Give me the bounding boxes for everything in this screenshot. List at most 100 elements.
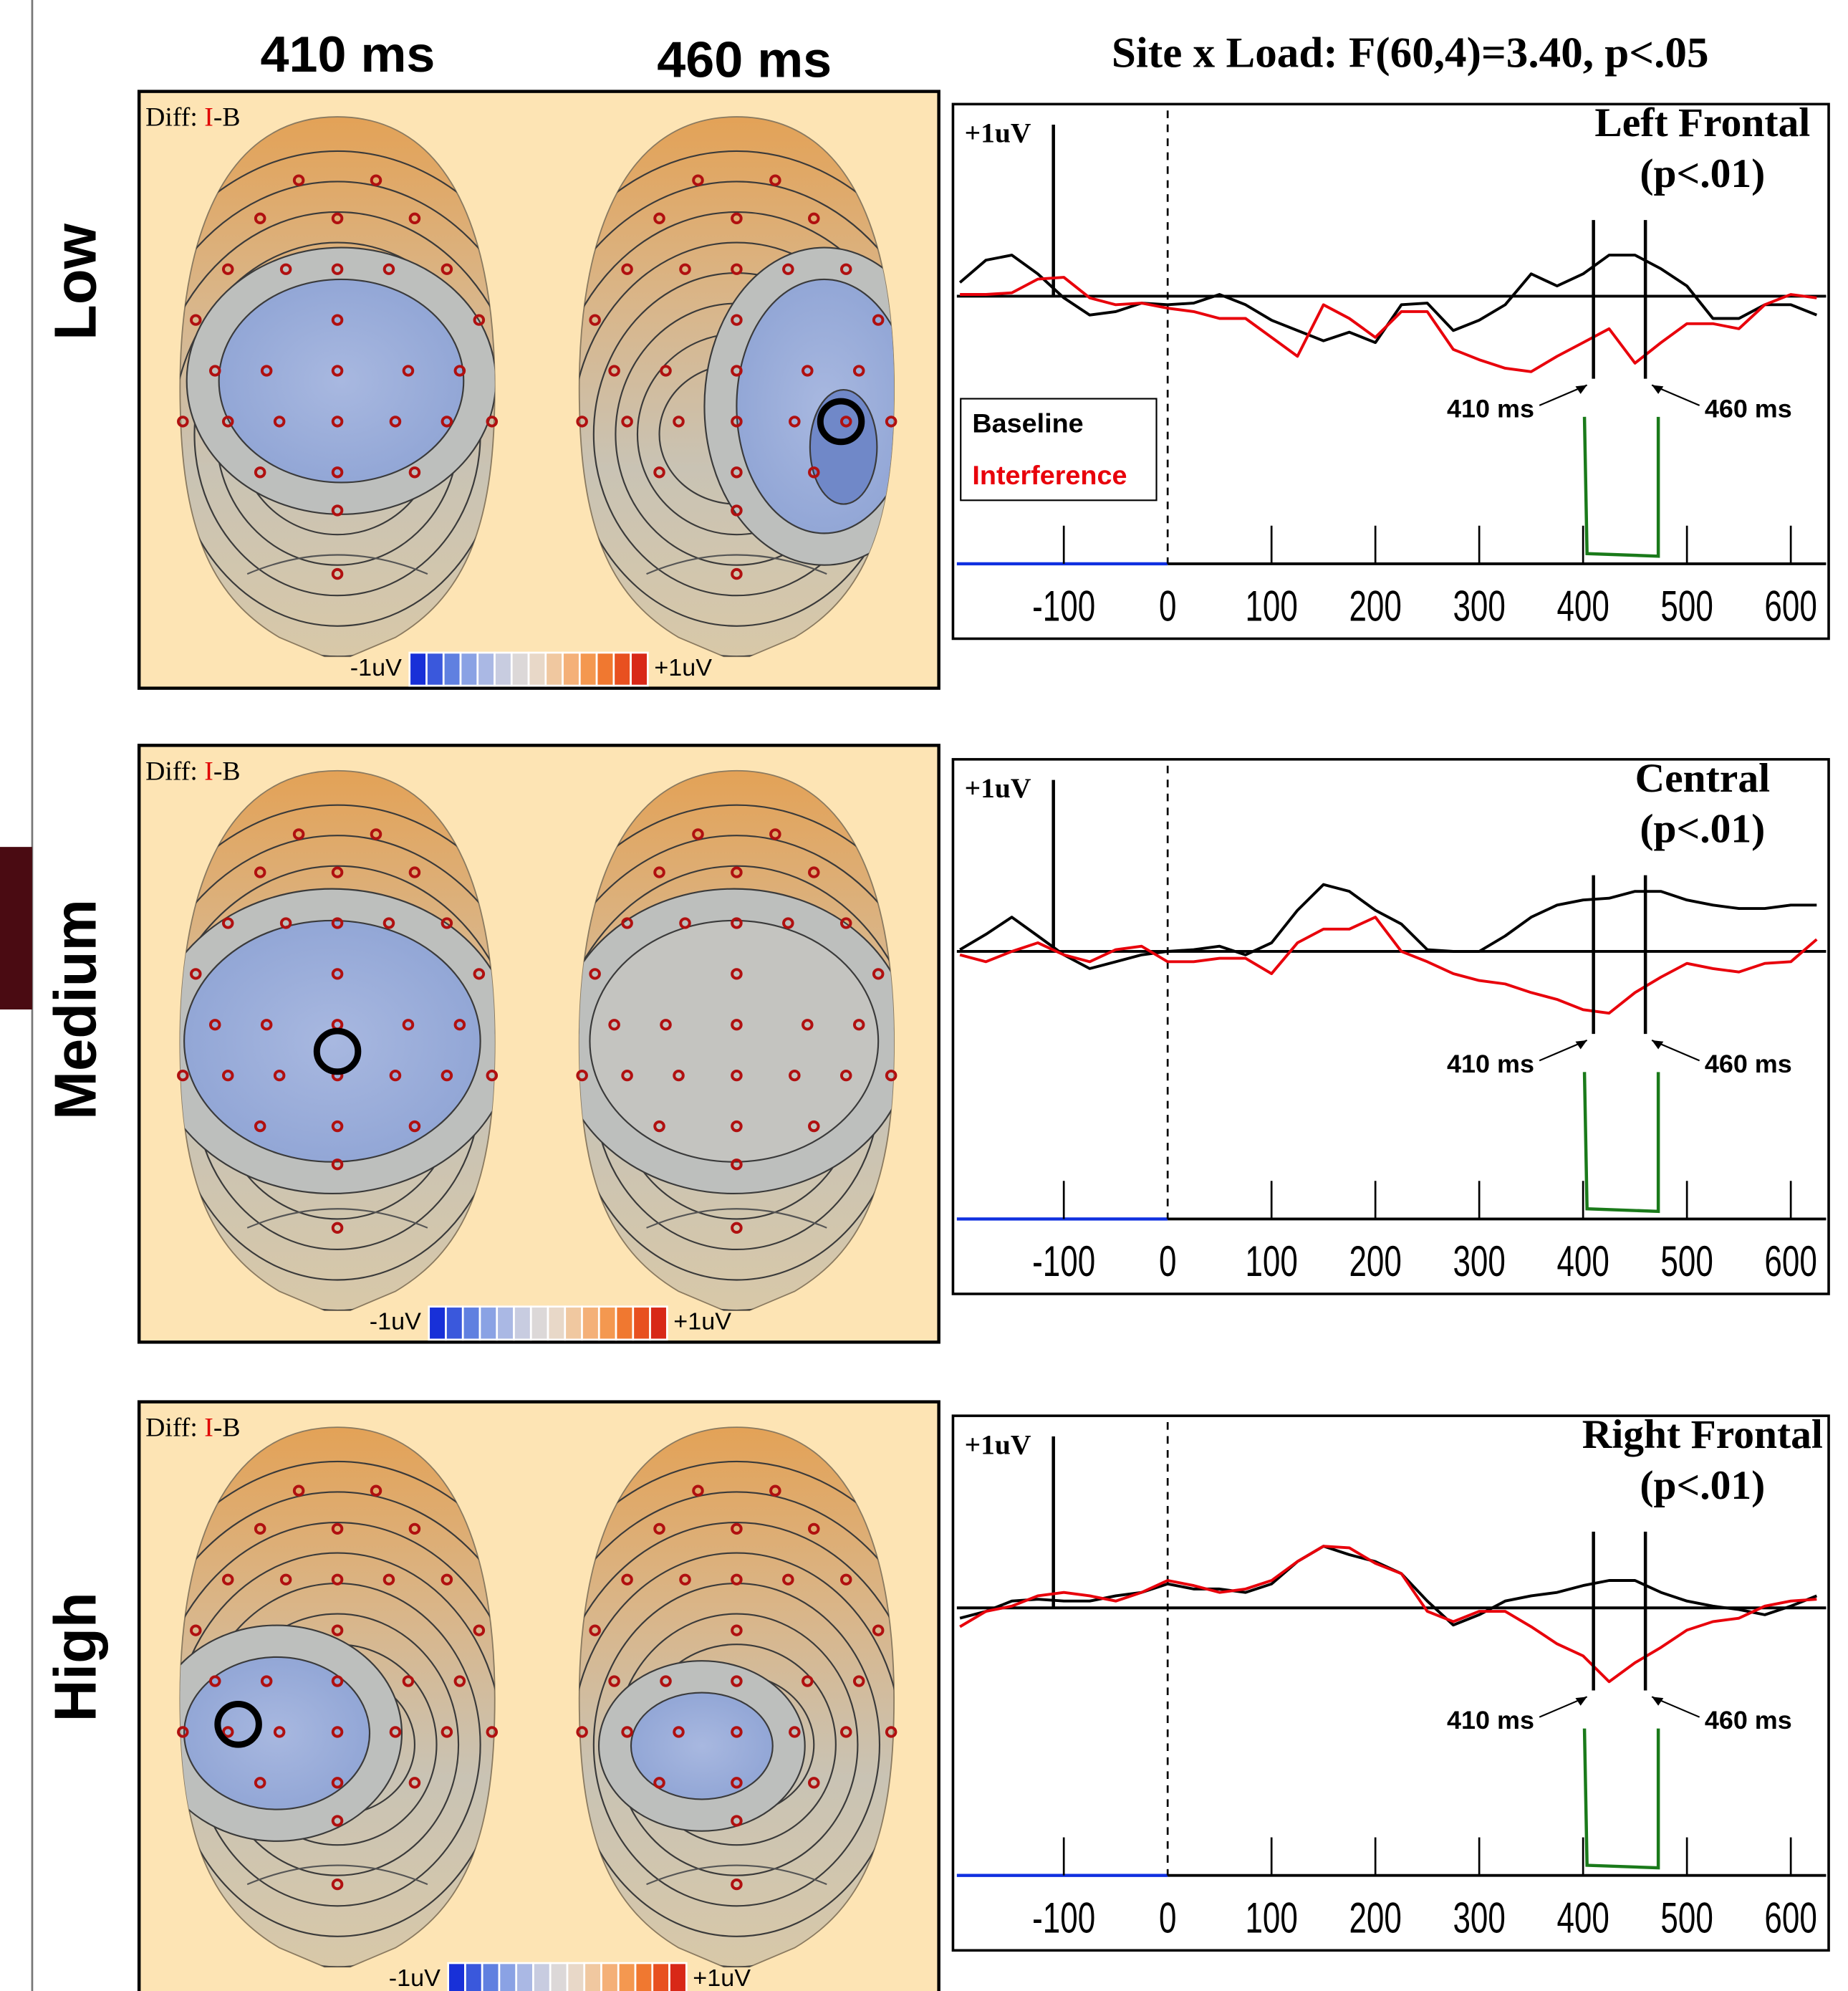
- colorbar-cell: [601, 1963, 618, 1991]
- topo-panel: Diff: I-B -1uV +1uV: [107, 1402, 967, 1991]
- blob: [631, 1693, 773, 1800]
- blob: [219, 279, 464, 483]
- scale-bar-label: +1uV: [965, 773, 1031, 804]
- x-tick-label: 0: [1159, 1237, 1176, 1285]
- time-marker-label: 410 ms: [1447, 1050, 1534, 1078]
- row-label: Low: [43, 223, 109, 340]
- x-tick-label: 300: [1453, 1237, 1505, 1285]
- colorbar-cell: [635, 1963, 653, 1991]
- x-tick-label: 400: [1556, 1894, 1609, 1942]
- colorbar-max: +1uV: [673, 1308, 731, 1335]
- colorbar-cell: [670, 1963, 687, 1991]
- legend-entry: Interference: [972, 460, 1127, 490]
- x-tick-label: 200: [1349, 1237, 1401, 1285]
- colorbar-cell: [463, 1307, 480, 1340]
- colorbar-cell: [497, 1307, 514, 1340]
- x-tick-label: -100: [1032, 1894, 1095, 1942]
- x-tick-label: 200: [1349, 582, 1401, 630]
- topo-panel: Diff: I-B -1uV +1uV: [107, 745, 967, 1371]
- x-tick-label: 600: [1764, 1894, 1816, 1942]
- x-tick-label: 200: [1349, 1894, 1401, 1942]
- colorbar-cell: [633, 1307, 650, 1340]
- colorbar-cell: [495, 653, 512, 686]
- diff-label-part: I: [204, 102, 213, 132]
- colorbar-cell: [616, 1307, 633, 1340]
- colorbar-cell: [546, 653, 563, 686]
- colorbar-cell: [563, 653, 580, 686]
- colorbar-cell: [565, 1307, 582, 1340]
- time-marker-label: 460 ms: [1705, 1706, 1792, 1735]
- colorbar-cell: [410, 653, 427, 686]
- x-tick-label: 500: [1660, 1894, 1713, 1942]
- colorbar-cell: [426, 653, 443, 686]
- time-marker-label: 460 ms: [1705, 395, 1792, 423]
- site-title: Right Frontal: [1582, 1412, 1823, 1457]
- diff-label-part: -B: [213, 757, 241, 786]
- colorbar-min: -1uV: [350, 654, 403, 681]
- colorbar-max: +1uV: [693, 1964, 751, 1991]
- colorbar-cell: [443, 653, 461, 686]
- colorbar-cell: [465, 1963, 482, 1991]
- diff-label: Diff: I-B: [145, 757, 240, 786]
- x-tick-label: 500: [1660, 582, 1713, 630]
- time-marker-label: 410 ms: [1447, 1706, 1534, 1735]
- x-tick-label: 600: [1764, 1237, 1816, 1285]
- x-tick-label: 100: [1245, 582, 1297, 630]
- colorbar-cell: [480, 1307, 497, 1340]
- time-marker-label: 460 ms: [1705, 1050, 1792, 1078]
- diff-label-part: I: [204, 1413, 213, 1442]
- colorbar-cell: [618, 1963, 635, 1991]
- blob: [589, 921, 878, 1162]
- x-tick-label: 300: [1453, 1894, 1505, 1942]
- time-marker-label: 410 ms: [1447, 395, 1534, 423]
- colorbar-cell: [448, 1963, 466, 1991]
- colorbar-cell: [446, 1307, 463, 1340]
- colorbar-cell: [461, 653, 478, 686]
- colorbar-min: -1uV: [370, 1308, 422, 1335]
- colorbar-cell: [478, 653, 495, 686]
- site-title: Left Frontal: [1594, 101, 1810, 146]
- colorbar-cell: [567, 1963, 584, 1991]
- topo-panel: Diff: I-B -1uV +1uV: [107, 92, 967, 718]
- x-tick-label: 0: [1159, 1894, 1176, 1942]
- edge-block: [0, 847, 32, 1009]
- colorbar-cell: [531, 1307, 548, 1340]
- column-header: 460 ms: [657, 32, 832, 88]
- x-tick-label: 100: [1245, 1237, 1297, 1285]
- scale-bar-label: +1uV: [965, 1430, 1031, 1461]
- x-tick-label: 100: [1245, 1894, 1297, 1942]
- colorbar-cell: [429, 1307, 446, 1340]
- x-tick-label: 500: [1660, 1237, 1713, 1285]
- site-title: Central: [1635, 756, 1770, 801]
- colorbar-cell: [516, 1963, 534, 1991]
- colorbar-cell: [511, 653, 529, 686]
- legend-entry: Baseline: [972, 408, 1083, 438]
- colorbar-cell: [582, 1307, 600, 1340]
- x-tick-label: 600: [1764, 582, 1816, 630]
- colorbar-cell: [482, 1963, 499, 1991]
- column-header: 410 ms: [261, 27, 435, 83]
- colorbar-cell: [579, 653, 597, 686]
- erp-chart: -1000100200300400500600+1uVCentral(p<.01…: [953, 756, 1829, 1294]
- site-stat: (p<.01): [1640, 807, 1765, 852]
- x-tick-label: 400: [1556, 582, 1609, 630]
- site-stat: (p<.01): [1640, 1463, 1765, 1508]
- colorbar-min: -1uV: [389, 1964, 441, 1991]
- diff-label: Diff: I-B: [145, 1413, 240, 1442]
- figure-title: Site x Load: F(60,4)=3.40, p<.05: [1112, 29, 1709, 77]
- diff-label: Diff: I-B: [145, 102, 240, 132]
- row-label: High: [43, 1592, 109, 1722]
- diff-label-part: Diff:: [145, 757, 204, 786]
- diff-label-part: -B: [213, 1413, 241, 1442]
- colorbar-cell: [614, 653, 631, 686]
- colorbar-cell: [514, 1307, 531, 1340]
- x-tick-label: 400: [1556, 1237, 1609, 1285]
- x-tick-label: -100: [1032, 582, 1095, 630]
- colorbar-max: +1uV: [654, 654, 712, 681]
- erp-chart: -100 0 100 200 300 400 500 600 +1uV Right Frontal…: [953, 1412, 1829, 1950]
- blob: [810, 390, 877, 504]
- x-tick-label: 0: [1159, 582, 1176, 630]
- scale-bar-label: +1uV: [965, 118, 1031, 149]
- x-tick-label: 300: [1453, 582, 1505, 630]
- colorbar-cell: [597, 653, 614, 686]
